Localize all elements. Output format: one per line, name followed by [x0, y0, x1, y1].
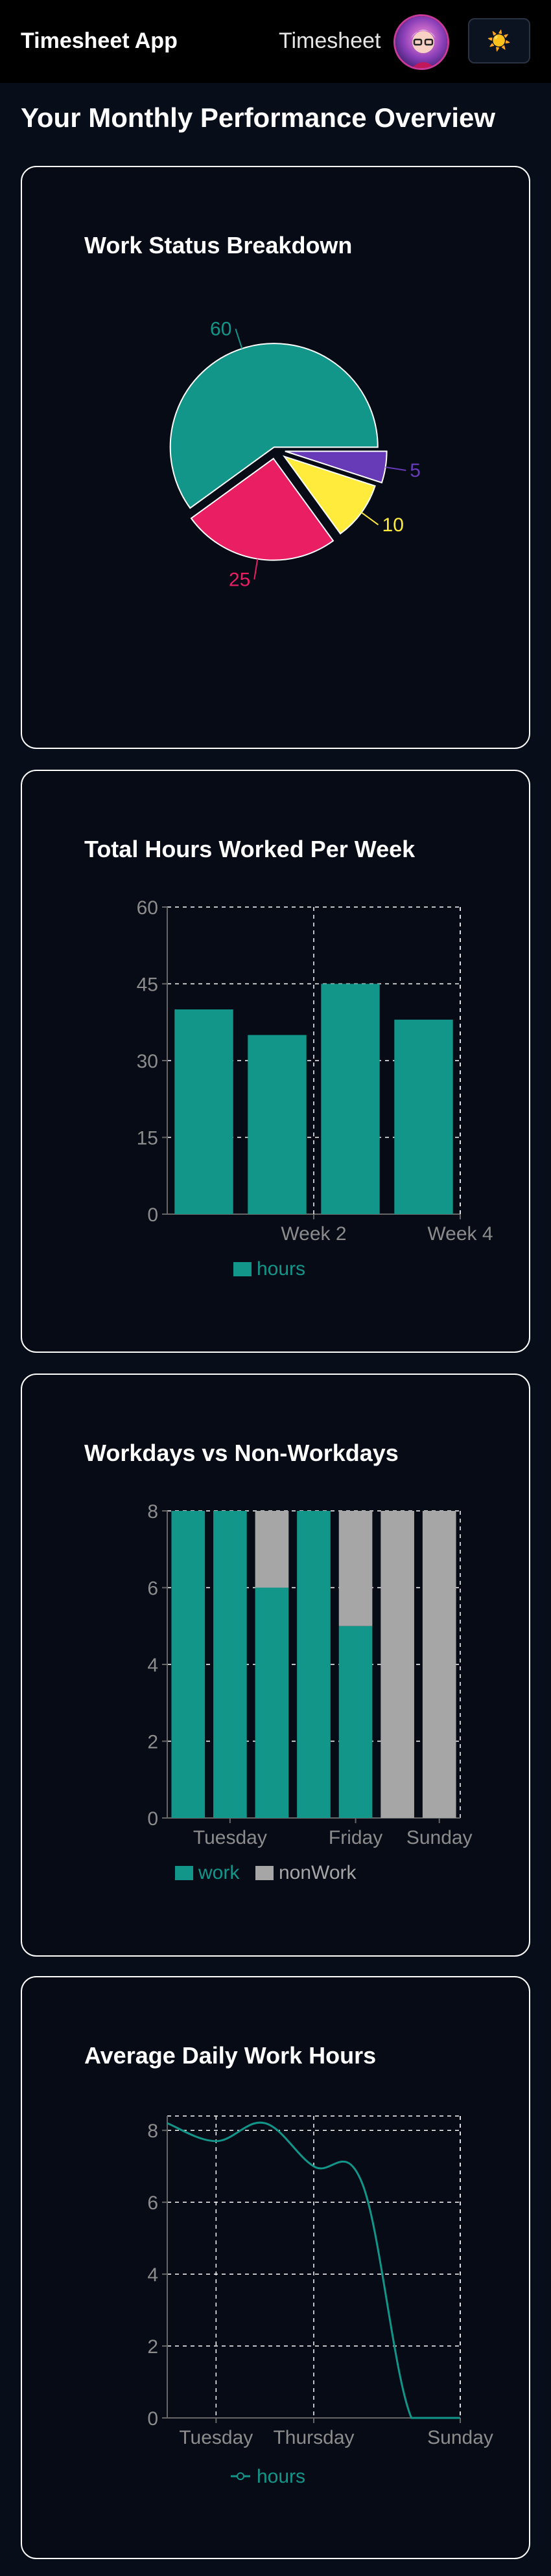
legend-label: hours	[257, 2466, 305, 2487]
y-tick-label: 8	[147, 2121, 158, 2142]
bar-segment	[381, 1511, 414, 1818]
pie-slice	[282, 455, 376, 535]
x-tick-label: Week 2	[281, 1223, 346, 1245]
page-title: Your Monthly Performance Overview	[21, 102, 496, 133]
bar-segment	[297, 1511, 331, 1818]
workdays-card: Workdays vs Non-Workdays 0 2 4 6 8 Tuesday Fri…	[21, 1374, 530, 1957]
bar-segment	[422, 1511, 456, 1818]
chart-title: Total Hours Worked Per Week	[84, 836, 416, 862]
x-tick-label: Week 4	[427, 1223, 493, 1245]
pie-leader-line	[253, 558, 259, 580]
bar-segment	[338, 1626, 373, 1818]
x-tick-label: Thursday	[273, 2427, 354, 2448]
pie-leader-line	[235, 328, 243, 349]
y-tick-label: 8	[147, 1501, 158, 1523]
daily-hours-line-chart: 0 2 4 6 8 Tuesday Thursday Sunday hours	[147, 2115, 493, 2487]
daily-hours-card: Average Daily Work Hours 0 2 4 6 8 Tuesday Thu…	[21, 1976, 530, 2559]
bar	[321, 983, 380, 1214]
pie-data-label: 10	[382, 514, 404, 536]
weekly-hours-card: Total Hours Worked Per Week 0 15 30 45 60 Wee…	[21, 770, 530, 1353]
legend-marker	[237, 2472, 244, 2480]
pie-leader-line	[361, 512, 379, 525]
x-tick-label: Sunday	[427, 2427, 493, 2448]
y-tick-label: 60	[137, 897, 158, 919]
legend-swatch	[175, 1866, 193, 1880]
avatar-icon[interactable]	[393, 14, 449, 70]
work-status-pie-chart: 60 5 10 25	[169, 319, 421, 590]
bar-segment	[255, 1511, 289, 1588]
legend-label: work	[198, 1862, 240, 1883]
x-tick-label: Tuesday	[193, 1827, 267, 1848]
y-tick-label: 2	[147, 2336, 158, 2358]
pie-data-label: 5	[410, 460, 421, 481]
bar-segment	[213, 1511, 247, 1818]
bar	[394, 1019, 453, 1214]
x-tick-label: Friday	[329, 1827, 382, 1848]
pie-data-label: 60	[210, 319, 231, 340]
chart-title: Workdays vs Non-Workdays	[84, 1440, 399, 1466]
chart-title: Average Daily Work Hours	[84, 2042, 377, 2069]
sun-icon: ☀️	[487, 30, 511, 52]
y-tick-label: 6	[147, 1578, 158, 1600]
y-tick-label: 45	[137, 974, 158, 996]
bar-segment	[338, 1511, 373, 1626]
bar-segment	[171, 1511, 205, 1818]
x-tick-label: Sunday	[406, 1827, 473, 1848]
bar	[174, 1009, 233, 1214]
pie-leader-line	[385, 466, 406, 472]
theme-toggle-button[interactable]: ☀️	[468, 18, 530, 63]
y-tick-label: 0	[147, 1204, 158, 1226]
y-tick-label: 2	[147, 1732, 158, 1753]
y-tick-label: 0	[147, 2408, 158, 2430]
top-navbar: Timesheet App Timesheet ☀️	[0, 0, 551, 83]
pie-slice	[169, 343, 379, 509]
line-series	[167, 2121, 460, 2419]
legend-swatch	[233, 1262, 252, 1276]
pie-data-label: 25	[229, 569, 250, 590]
weekly-hours-bar-chart: 0 15 30 45 60 Week 2 Week 4 hours	[137, 897, 493, 1280]
y-tick-label: 15	[137, 1128, 158, 1149]
pie-slice	[285, 450, 388, 484]
app-title[interactable]: Timesheet App	[21, 29, 178, 53]
y-tick-label: 4	[147, 2264, 158, 2286]
legend-label: hours	[257, 1258, 305, 1280]
y-tick-label: 6	[147, 2192, 158, 2214]
bar	[248, 1035, 307, 1214]
nav-link-timesheet[interactable]: Timesheet	[279, 29, 381, 53]
legend-swatch	[255, 1866, 274, 1880]
y-tick-label: 0	[147, 1808, 158, 1830]
y-tick-label: 4	[147, 1655, 158, 1676]
work-status-card: Work Status Breakdown 60 5 10 25	[21, 166, 530, 749]
x-tick-label: Tuesday	[179, 2427, 253, 2448]
chart-title: Work Status Breakdown	[84, 232, 353, 259]
y-tick-label: 30	[137, 1051, 158, 1072]
bar-segment	[255, 1587, 289, 1818]
legend-label: nonWork	[279, 1862, 357, 1883]
workdays-stacked-bar-chart: 0 2 4 6 8 Tuesday Friday Sunday work nonWork	[147, 1501, 473, 1883]
